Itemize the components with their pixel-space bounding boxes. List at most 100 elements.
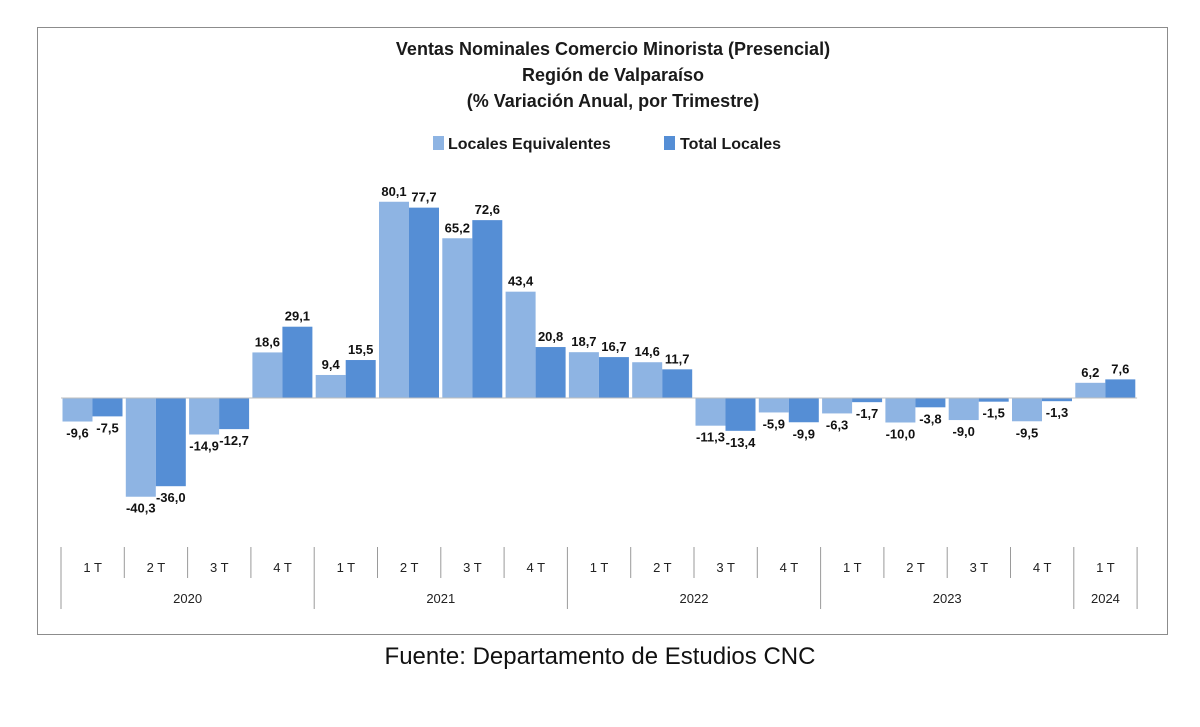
data-label: -9,6	[66, 426, 88, 441]
data-label: -7,5	[96, 420, 118, 435]
data-label: 11,7	[665, 351, 690, 366]
quarter-label: 4 T	[273, 560, 292, 575]
quarter-label: 4 T	[780, 560, 799, 575]
bar-locales-equivalentes	[442, 238, 473, 398]
bar-locales-equivalentes	[632, 362, 663, 398]
bar-chart: Ventas Nominales Comercio Minorista (Pre…	[60, 39, 1138, 609]
legend-swatch-locales-equivalentes	[433, 136, 444, 150]
data-labels-layer: -9,6 -7,5 -40,3-36,0 -14,9 -12,7 18,6 29,1 9,4 1…	[66, 184, 1129, 516]
bar-total-locales	[1105, 379, 1136, 398]
data-label: -10,0	[886, 427, 916, 442]
quarter-label: 4 T	[1033, 560, 1052, 575]
legend-swatch-total-locales	[664, 136, 675, 150]
bar-total-locales	[598, 357, 629, 398]
data-label: -13,4	[726, 435, 756, 450]
data-label: -9,9	[793, 426, 815, 441]
data-label: 20,8	[538, 329, 563, 344]
bar-total-locales	[1042, 398, 1072, 402]
bar-locales-equivalentes	[189, 398, 220, 435]
bar-total-locales	[155, 398, 186, 487]
data-label: 65,2	[445, 220, 470, 235]
bar-locales-equivalentes	[758, 398, 789, 413]
data-label: -6,3	[826, 417, 848, 432]
data-label: 15,5	[348, 342, 373, 357]
chart-frame: Ventas Nominales Comercio Minorista (Pre…	[37, 27, 1168, 635]
bar-total-locales	[409, 207, 439, 398]
bar-total-locales	[725, 398, 756, 431]
data-label: 29,1	[285, 309, 310, 324]
legend-label-locales-equivalentes: Locales Equivalentes	[448, 136, 611, 153]
data-label: 77,7	[411, 190, 436, 205]
chart-title: Ventas Nominales Comercio Minorista (Pre…	[396, 39, 830, 111]
quarter-label: 1 T	[337, 560, 356, 575]
data-label: -9,0	[952, 424, 974, 439]
chart-title-line-3: (% Variación Anual, por Trimestre)	[467, 91, 759, 111]
quarter-label: 2 T	[400, 560, 419, 575]
chart-title-line-1: Ventas Nominales Comercio Minorista (Pre…	[396, 39, 830, 59]
bar-locales-equivalentes	[885, 398, 916, 423]
data-label: -36,0	[156, 490, 186, 505]
data-label: 80,1	[381, 184, 406, 199]
quarter-label: 4 T	[526, 560, 545, 575]
year-label: 2024	[1091, 591, 1120, 606]
quarter-label: 2 T	[653, 560, 672, 575]
bar-locales-equivalentes	[125, 398, 156, 497]
bar-total-locales	[282, 326, 313, 398]
quarter-label: 1 T	[843, 560, 862, 575]
bar-locales-equivalentes	[379, 201, 409, 398]
data-label: 18,7	[571, 334, 596, 349]
data-label: 7,6	[1111, 361, 1129, 376]
x-axis: 1 T 2 T 3 T 4 T 1 T 2 T 3 T 4 T 1 T 2 T 3 T 4 T 1 T 2…	[60, 397, 1138, 609]
bar-locales-equivalentes	[505, 291, 536, 398]
bar-locales-equivalentes	[1012, 398, 1042, 422]
data-label: 16,7	[601, 339, 626, 354]
year-label: 2022	[680, 591, 709, 606]
bar-locales-equivalentes	[252, 352, 283, 398]
data-label: -5,9	[763, 416, 785, 431]
data-label: -12,7	[219, 433, 249, 448]
data-label: 6,2	[1081, 365, 1099, 380]
bar-total-locales	[915, 398, 946, 408]
data-label: 72,6	[475, 202, 500, 217]
chart-legend: Locales Equivalentes Total Locales	[433, 136, 781, 153]
data-label: 9,4	[322, 357, 341, 372]
bar-locales-equivalentes	[695, 398, 726, 426]
data-label: -11,3	[696, 430, 725, 445]
data-label: 18,6	[255, 334, 280, 349]
bars-layer	[62, 201, 1136, 497]
quarter-label: 1 T	[1096, 560, 1115, 575]
bar-total-locales	[92, 398, 123, 417]
chart-title-line-2: Región de Valparaíso	[522, 65, 704, 85]
year-label: 2021	[426, 591, 455, 606]
bar-locales-equivalentes	[1075, 382, 1106, 398]
data-label: -40,3	[126, 501, 156, 516]
bar-total-locales	[852, 398, 883, 403]
quarter-label: 2 T	[906, 560, 925, 575]
bar-total-locales	[345, 360, 376, 398]
quarter-label: 3 T	[463, 560, 482, 575]
bar-total-locales	[535, 347, 566, 398]
data-label: -1,3	[1046, 405, 1068, 420]
data-label: -1,7	[856, 406, 878, 421]
quarter-label: 2 T	[147, 560, 166, 575]
data-label: -9,5	[1016, 425, 1038, 440]
data-label: 14,6	[635, 344, 660, 359]
quarter-label: 1 T	[590, 560, 609, 575]
bar-total-locales	[978, 398, 1009, 402]
bar-total-locales	[472, 220, 503, 398]
data-label: -1,5	[982, 406, 1004, 421]
quarter-label: 3 T	[970, 560, 989, 575]
year-label: 2023	[933, 591, 962, 606]
bar-locales-equivalentes	[315, 374, 346, 398]
data-label: -14,9	[189, 439, 219, 454]
source-note: Fuente: Departamento de Estudios CNC	[384, 643, 816, 670]
data-label: 43,4	[508, 274, 534, 289]
bar-total-locales	[788, 398, 819, 423]
quarter-label: 1 T	[83, 560, 102, 575]
legend-label-total-locales: Total Locales	[680, 136, 781, 153]
bar-total-locales	[219, 398, 250, 430]
quarter-label: 3 T	[716, 560, 735, 575]
year-label: 2020	[173, 591, 202, 606]
quarter-label: 3 T	[210, 560, 229, 575]
data-label: -3,8	[919, 411, 941, 426]
